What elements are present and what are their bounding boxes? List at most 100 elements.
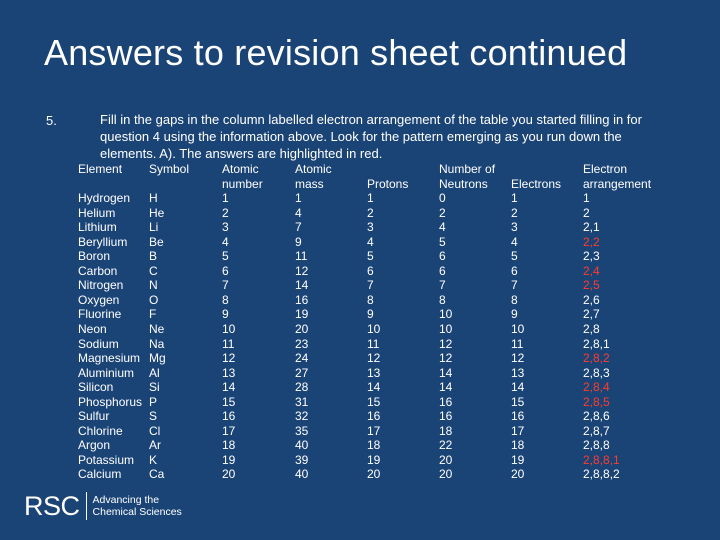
cell-protons: 16 [367,409,381,424]
cell-symbol: Li [149,220,159,235]
header-symbol: Symbol [149,162,190,176]
cell-protons: 14 [367,380,381,395]
cell-atomic-mass: 11 [295,249,308,264]
column-atomic-mass: Atomic mass 1 4 7 9 11 12 14 16 19 20 23 24 27 28 31 32… [295,162,332,482]
cell-element: Sulfur [78,409,110,424]
cell-element: Magnesium [78,351,141,366]
rsc-tagline-line1: Advancing the [92,494,160,506]
cell-arrangement: 2,8,8 [583,438,610,453]
cell-atomic-number: 18 [222,438,236,453]
cell-arrangement: 2 [583,205,590,220]
cell-symbol: C [149,263,158,278]
cell-atomic-number: 6 [222,263,229,278]
cell-atomic-number: 13 [222,365,236,380]
cell-neutrons: 10 [439,307,453,322]
header-atomic-mass-line2: mass [295,176,324,191]
cell-symbol: Si [149,380,160,395]
cell-symbol: Cl [149,423,161,438]
cell-protons: 6 [367,263,374,278]
cell-neutrons: 14 [439,380,453,395]
cell-atomic-mass: 32 [295,409,309,424]
cell-atomic-mass: 12 [295,263,309,278]
cell-neutrons: 16 [439,394,453,409]
column-arrangement: Electron arrangement 1 2 2,1 2,2 2,3 2,4 2,5 2,… [583,162,651,482]
cell-arrangement: 2,2 [583,234,600,249]
cell-arrangement: 2,8,6 [583,409,610,424]
cell-atomic-number: 8 [222,292,229,307]
cell-atomic-mass: 9 [295,234,302,249]
rsc-tagline-line2: Chemical Sciences [92,506,182,518]
header-arrangement-line2: arrangement [583,176,652,191]
cell-protons: 20 [367,467,381,482]
cell-neutrons: 4 [439,220,446,235]
cell-neutrons: 18 [439,423,453,438]
cell-element: Boron [78,249,111,264]
cell-protons: 2 [367,205,374,220]
cell-symbol: P [149,394,158,409]
cell-symbol: N [149,278,158,293]
cell-electrons: 13 [511,365,525,380]
cell-atomic-number: 5 [222,249,229,264]
cell-symbol: Ar [149,438,161,453]
cell-atomic-mass: 1 [295,191,302,206]
cell-atomic-number: 7 [222,278,229,293]
cell-neutrons: 7 [439,278,446,293]
cell-protons: 10 [367,322,381,337]
cell-arrangement: 2,3 [583,249,600,264]
cell-atomic-number: 12 [222,351,236,366]
cell-arrangement: 2,8 [583,322,600,337]
cell-protons: 12 [367,351,381,366]
header-arrangement-line1: Electron [583,162,628,176]
header-atomic-number: Atomic number [222,162,263,191]
cell-electrons: 12 [511,351,525,366]
cell-atomic-number: 11 [222,336,235,351]
cell-atomic-mass: 39 [295,452,309,467]
cell-arrangement: 2,1 [583,220,600,235]
cell-arrangement: 2,8,3 [583,365,610,380]
header-neutrons: Number of Neutrons [439,162,495,191]
cell-atomic-number: 1 [222,191,229,206]
cell-electrons: 1 [511,191,518,206]
cell-arrangement: 2,5 [583,278,600,293]
cell-atomic-mass: 27 [295,365,309,380]
cell-protons: 3 [367,220,374,235]
cell-symbol: H [149,191,158,206]
cell-atomic-mass: 28 [295,380,309,395]
cell-symbol: Al [149,365,160,380]
cell-symbol: Ne [149,322,165,337]
cell-symbol: Ca [149,467,165,482]
question-text: Fill in the gaps in the column labelled … [100,112,642,161]
column-protons: Protons 1 2 3 4 5 6 7 8 9 10 11 12 13 14 15 16 17 18 19 20 [367,162,408,482]
column-symbol: Symbol H He Li Be B C N O F Ne Na Mg Al Si P S Cl Ar K Ca [149,162,189,482]
cell-element: Carbon [78,263,118,278]
rsc-logo: RSC Advancing the Chemical Sciences [24,492,182,520]
cell-element: Oxygen [78,292,120,307]
cell-atomic-mass: 23 [295,336,309,351]
column-electrons: Electrons 1 2 3 4 5 6 7 8 9 10 11 12 13 14 15 16 17 18 19 2… [511,162,561,482]
cell-neutrons: 0 [439,191,446,206]
cell-protons: 13 [367,365,381,380]
cell-arrangement: 2,6 [583,292,600,307]
cell-arrangement: 2,4 [583,263,600,278]
slide-title: Answers to revision sheet continued [44,32,628,73]
cell-atomic-mass: 16 [295,292,309,307]
cell-atomic-number: 16 [222,409,236,424]
cell-neutrons: 6 [439,249,446,264]
cell-neutrons: 12 [439,336,453,351]
cell-atomic-mass: 40 [295,467,309,482]
cell-electrons: 15 [511,394,525,409]
cell-element: Calcium [78,467,122,482]
cell-electrons: 19 [511,452,525,467]
header-protons: Protons [367,176,409,191]
header-electrons: Electrons [511,176,562,191]
cell-symbol: S [149,409,158,424]
cell-neutrons: 10 [439,322,453,337]
header-atomic-number-line1: Atomic [222,162,259,176]
column-neutrons: Number of Neutrons 0 2 4 5 6 6 7 8 10 10 12 12 14 14 1… [439,162,495,482]
cell-symbol: He [149,205,165,220]
rsc-logo-tagline: Advancing the Chemical Sciences [87,494,182,518]
cell-arrangement: 1 [583,191,590,206]
cell-arrangement: 2,8,4 [583,380,610,395]
cell-electrons: 16 [511,409,525,424]
cell-atomic-number: 9 [222,307,229,322]
